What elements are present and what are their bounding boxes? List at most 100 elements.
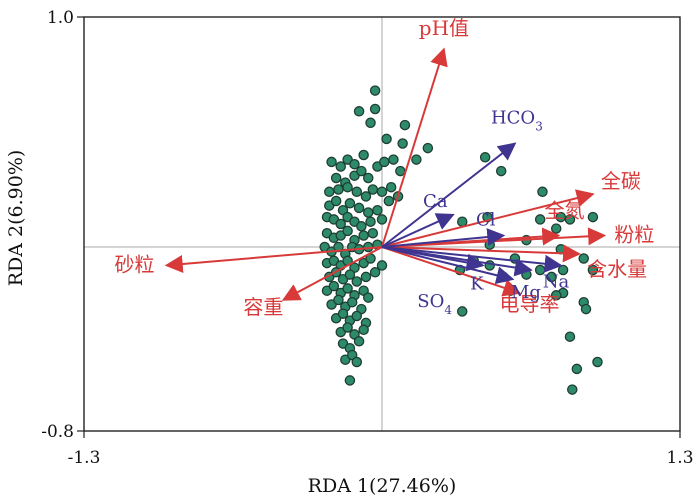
site-point xyxy=(479,152,491,163)
site-point xyxy=(342,322,353,333)
plot-frame xyxy=(83,16,681,432)
site-point xyxy=(399,119,411,131)
vector-arrow xyxy=(381,246,515,285)
site-point xyxy=(358,149,369,161)
vector-arrow xyxy=(381,246,522,297)
vector-label: 容重 xyxy=(243,295,283,319)
site-point xyxy=(324,186,335,198)
site-point xyxy=(333,184,344,195)
site-point xyxy=(358,324,369,336)
site-point xyxy=(333,294,344,306)
site-point xyxy=(346,296,358,308)
vector-label: Na xyxy=(543,271,570,292)
site-point xyxy=(353,106,365,117)
site-point xyxy=(395,165,406,177)
site-point xyxy=(344,198,356,209)
site-point xyxy=(580,303,592,315)
vector-arrow xyxy=(381,244,581,263)
site-point xyxy=(564,331,576,342)
site-point xyxy=(353,202,365,214)
vector-arrow xyxy=(281,246,383,301)
y-tick-label: 1.0 xyxy=(47,8,74,28)
y-axis-label: RDA 2(6.90%) xyxy=(5,150,27,287)
site-point xyxy=(369,267,381,278)
site-point xyxy=(351,310,363,322)
x-tick-label: -1.3 xyxy=(68,448,101,468)
site-point xyxy=(356,165,367,177)
vector-arrow xyxy=(164,246,383,273)
site-point xyxy=(342,225,353,237)
site-point xyxy=(369,85,381,96)
site-point xyxy=(381,133,392,145)
site-point xyxy=(349,158,360,170)
vector-arrow xyxy=(381,47,448,248)
vector-arrow xyxy=(381,246,485,272)
site-point xyxy=(376,260,388,271)
vector-arrow xyxy=(381,228,506,248)
site-point xyxy=(372,204,383,216)
site-point xyxy=(592,356,603,368)
site-point xyxy=(367,227,379,239)
vector-label: Mg xyxy=(511,282,541,303)
vector-label: Ca xyxy=(423,191,448,212)
site-point xyxy=(351,186,363,198)
site-point xyxy=(362,207,374,218)
site-point xyxy=(360,271,372,283)
axis-ticks-layer: -1.3 1.3 -0.8 1.0 xyxy=(41,8,693,468)
site-point xyxy=(422,142,434,154)
site-point xyxy=(385,181,397,193)
site-point xyxy=(397,138,408,149)
vector-arrow xyxy=(381,213,455,248)
site-point xyxy=(328,280,340,292)
vector-label: Cl xyxy=(476,210,496,231)
site-point xyxy=(330,172,342,184)
site-point xyxy=(564,214,576,225)
site-point xyxy=(369,103,381,115)
vector-label: 含水量 xyxy=(587,257,647,281)
site-point xyxy=(362,172,374,184)
site-point xyxy=(342,283,353,294)
site-point xyxy=(367,184,379,195)
site-point xyxy=(537,186,548,198)
site-point xyxy=(550,223,562,234)
y-tick-label: -0.8 xyxy=(41,422,74,442)
site-point xyxy=(330,195,342,207)
site-point xyxy=(344,269,356,280)
site-point xyxy=(383,195,395,207)
site-point xyxy=(335,218,346,230)
site-point xyxy=(351,276,363,287)
vector-arrow xyxy=(381,189,595,248)
vector-label: 电导率 xyxy=(500,292,560,316)
site-points-layer xyxy=(319,85,603,395)
site-point xyxy=(344,375,356,386)
vector-label: 全碳 xyxy=(601,169,641,193)
site-point xyxy=(365,216,376,227)
site-point xyxy=(365,117,376,129)
site-point xyxy=(388,154,399,165)
site-point xyxy=(326,156,337,168)
site-point xyxy=(571,363,583,375)
site-point xyxy=(353,336,365,347)
site-point xyxy=(376,186,388,198)
site-point xyxy=(495,165,507,177)
site-point xyxy=(521,269,532,280)
vector-label: 粉粒 xyxy=(614,223,654,247)
site-point xyxy=(337,308,349,319)
site-point xyxy=(360,191,372,202)
x-tick-label: 1.3 xyxy=(666,448,693,468)
site-point xyxy=(362,292,374,303)
vector-label: HCO3 xyxy=(491,108,543,134)
vector-label: 砂粒 xyxy=(115,252,155,276)
site-point xyxy=(411,154,422,165)
site-point xyxy=(342,181,353,193)
site-point xyxy=(456,216,468,227)
site-point xyxy=(335,161,346,172)
site-point xyxy=(550,290,562,301)
site-point xyxy=(587,264,599,276)
site-point xyxy=(356,221,367,232)
variable-vectors-layer xyxy=(164,47,607,301)
site-point xyxy=(587,211,599,223)
